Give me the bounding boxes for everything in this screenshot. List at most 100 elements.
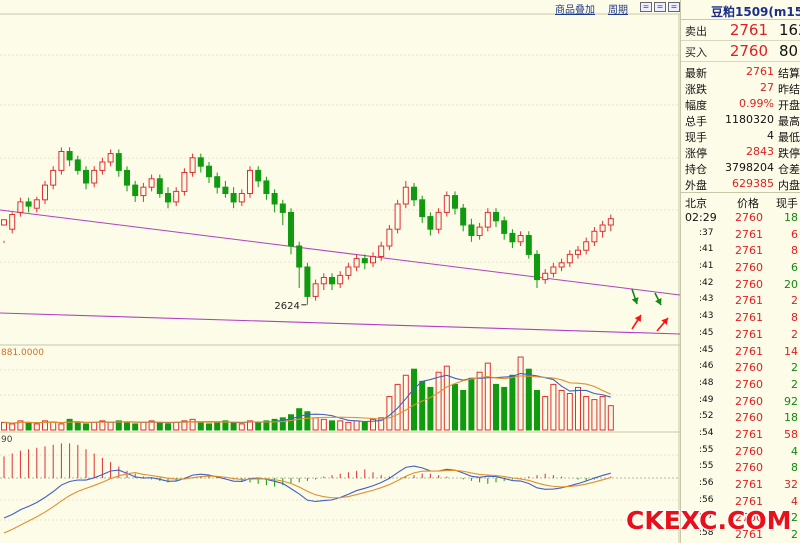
candle-body <box>91 169 98 184</box>
candle-body <box>58 151 65 171</box>
volume-bar <box>312 417 319 431</box>
tick-vol: 2 <box>791 327 798 341</box>
sell-vol: 162 <box>779 21 800 39</box>
period-link[interactable]: 周期 <box>608 5 628 16</box>
volume-bar <box>271 418 278 431</box>
volume-bar <box>484 362 491 431</box>
volume-axis-label: 881.0000 <box>1 348 44 358</box>
volume-bar <box>320 418 327 431</box>
volume-bar <box>222 420 229 431</box>
volume-bar <box>156 421 163 431</box>
volume-bar <box>542 396 549 431</box>
stat-label-2: 内盘 <box>778 179 800 192</box>
tick-price: 2760 <box>735 211 763 224</box>
stat-value: 2843 <box>746 145 774 158</box>
volume-bar <box>279 417 286 431</box>
tick-time: 02:29 <box>685 211 717 224</box>
candle-body <box>132 184 139 197</box>
volume-bar <box>17 420 24 431</box>
tick-row: :41 2760 6 <box>681 260 800 277</box>
volume-bar <box>337 420 344 431</box>
volume-bar <box>476 371 483 431</box>
volume-bar <box>140 421 147 431</box>
candle-body <box>296 245 303 268</box>
candle-body <box>107 153 114 163</box>
candle-body <box>525 235 532 255</box>
window-btn-2[interactable]: = <box>654 2 666 12</box>
stat-value: 0.99% <box>739 97 774 110</box>
volume-bar <box>329 420 335 431</box>
stats-table: 最新 2761 结算 涨跌 27 昨结 幅度 0.99% 开盘 总手 1180320 最高 现手 4 最低涨… <box>681 62 800 192</box>
candle-body <box>206 165 212 178</box>
volume-bar <box>550 383 557 431</box>
candle-body <box>238 193 245 203</box>
stat-value: 1180320 <box>725 113 774 126</box>
volume-bar <box>435 371 442 431</box>
stat-label-2: 仓差 <box>778 163 800 176</box>
candle-body <box>222 186 229 194</box>
candle-body <box>66 151 73 161</box>
tick-row: :45 2761 14 <box>681 344 800 361</box>
tick-vol: 8 <box>791 311 798 325</box>
volume-bar <box>42 420 48 431</box>
stat-row: 持仓 3798204 仓差 <box>681 160 800 176</box>
window-btn-3[interactable]: = <box>668 2 680 12</box>
tick-price: 2761 <box>735 494 763 508</box>
candle-body <box>230 193 237 203</box>
window-btn-1[interactable]: = <box>640 2 652 12</box>
ticks-list[interactable]: 02:29 2760 18:37 2761 6:41 2761 8:41 2760 6:42 27… <box>681 210 800 543</box>
tick-row: :55 2760 4 <box>681 444 800 461</box>
buy-row: 买入 2760 80 <box>681 41 800 62</box>
buy-price: 2760 <box>729 42 768 60</box>
stat-row: 现手 4 最低 <box>681 128 800 144</box>
tick-price: 2761 <box>735 227 763 241</box>
candle-body <box>509 232 516 243</box>
tick-row: :56 2761 32 <box>681 477 800 494</box>
volume-bar <box>288 414 294 431</box>
candle-body <box>247 169 253 194</box>
tick-vol: 18 <box>784 411 798 425</box>
candle-body <box>394 203 401 230</box>
tick-vol: 32 <box>784 478 798 491</box>
volume-bar <box>378 417 385 431</box>
overlay-link[interactable]: 商品叠加 <box>555 5 595 16</box>
tick-vol: 4 <box>791 494 798 508</box>
tick-time: :57 <box>699 511 714 522</box>
candle-body <box>501 220 508 234</box>
macd-axis-label: 90 <box>1 435 13 445</box>
tick-vol: 20 <box>784 277 798 291</box>
candle-body <box>304 266 311 297</box>
candle-body <box>1 219 7 226</box>
stat-row: 外盘 629385 内盘 <box>681 176 800 192</box>
candle-body <box>115 153 122 171</box>
tick-row: :56 2761 4 <box>681 494 800 511</box>
volume-bar <box>591 399 598 431</box>
tick-row: :58 2761 2 <box>681 527 800 543</box>
volume-bar <box>197 421 204 431</box>
candle-body <box>566 253 573 264</box>
stat-label: 外盘 <box>685 179 707 192</box>
kline-chart[interactable]: 2624 881.0000 90 <box>0 0 680 543</box>
candle-body <box>337 274 344 285</box>
tick-vol: 2 <box>791 361 798 375</box>
candle-body <box>173 190 180 203</box>
candle-body <box>156 178 163 195</box>
tick-price: 2761 <box>735 344 763 358</box>
ticks-col-time: 北京 <box>685 197 707 210</box>
stat-row: 总手 1180320 最高 <box>681 112 800 128</box>
stat-label: 现手 <box>685 131 707 144</box>
volume-bar <box>206 423 212 431</box>
volume-bar <box>443 365 450 431</box>
stat-label-2: 最低 <box>778 131 800 144</box>
volume-bar <box>238 423 245 431</box>
candle-body <box>476 226 483 237</box>
candle-body <box>607 218 614 226</box>
arrow-up-1-head <box>634 315 641 322</box>
stat-label: 总手 <box>685 115 707 128</box>
volume-bar <box>452 383 458 431</box>
tick-price: 2760 <box>735 261 763 275</box>
volume-bar <box>468 377 475 431</box>
macd-dea-line <box>3 469 611 534</box>
tick-time: :41 <box>699 261 714 272</box>
candle-body <box>288 211 294 247</box>
